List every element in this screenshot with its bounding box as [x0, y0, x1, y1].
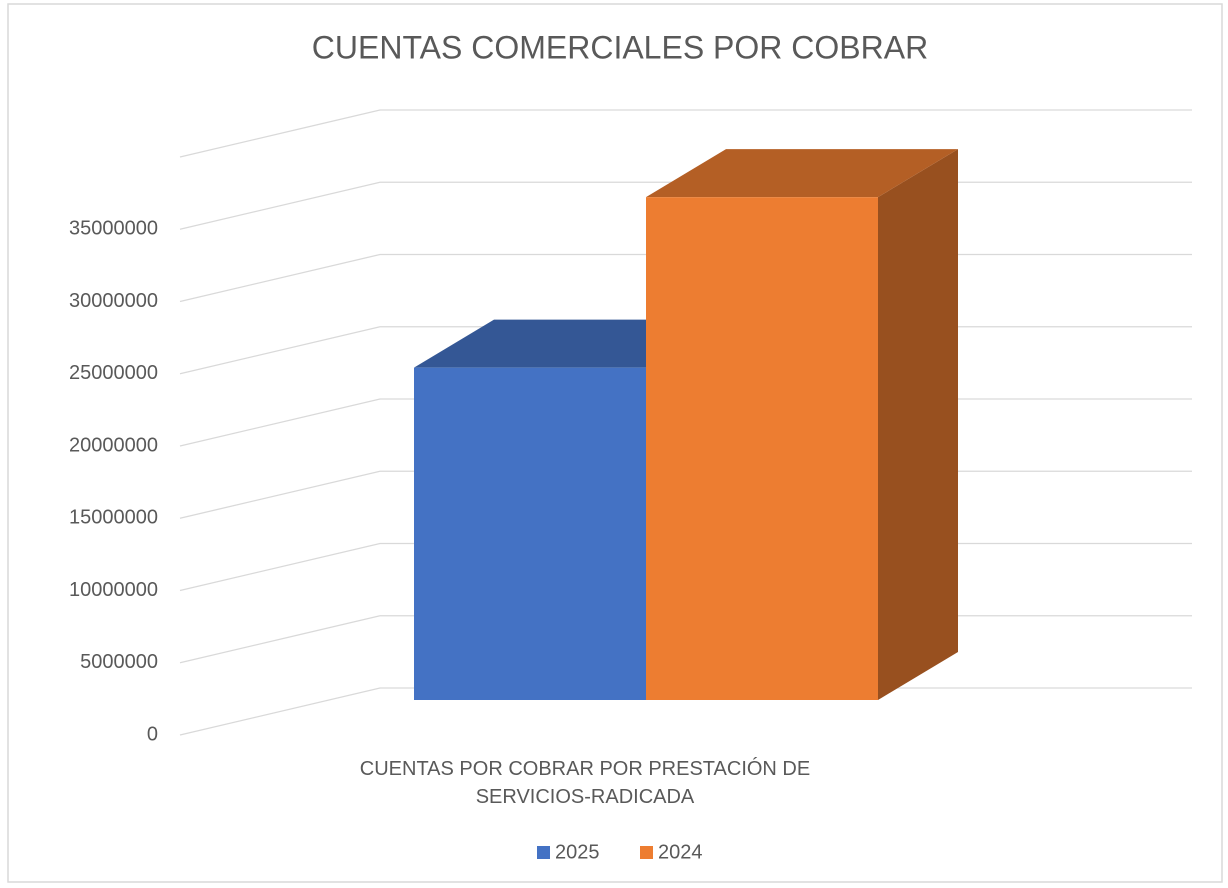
y-tick-label: 5000000	[80, 651, 158, 673]
y-tick-label: 0	[147, 723, 158, 745]
chart-title: CUENTAS COMERCIALES POR COBRAR	[312, 29, 928, 65]
y-tick-label: 15000000	[69, 507, 158, 529]
bar-side	[878, 149, 958, 700]
legend-label: 2024	[658, 841, 703, 863]
legend-swatch	[640, 846, 653, 859]
x-tick-label: CUENTAS POR COBRAR POR PRESTACIÓN DE SER…	[359, 758, 811, 808]
y-tick-label: 10000000	[69, 579, 158, 601]
y-tick-label: 20000000	[69, 434, 158, 456]
legend-swatch	[537, 846, 550, 859]
bar-top	[646, 149, 958, 198]
legend-label: 2025	[555, 841, 600, 863]
grid-line	[179, 109, 1192, 158]
grid-line	[179, 687, 1192, 736]
y-tick-label: 35000000	[69, 218, 158, 240]
bar	[646, 197, 878, 700]
bar	[414, 367, 646, 700]
y-tick-label: 25000000	[69, 362, 158, 384]
y-tick-label: 30000000	[69, 290, 158, 312]
